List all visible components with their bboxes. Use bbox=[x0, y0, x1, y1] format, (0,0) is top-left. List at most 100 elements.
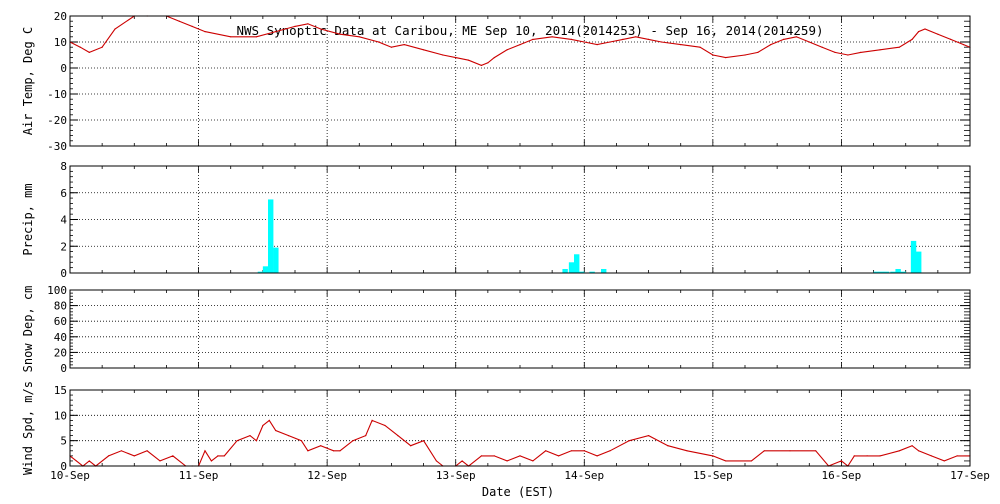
y-tick-label: 100 bbox=[47, 284, 67, 297]
y-tick-label: 40 bbox=[54, 331, 67, 344]
y-axis-label: Snow Dep, cm bbox=[21, 286, 35, 373]
data-point bbox=[506, 49, 508, 51]
data-point bbox=[937, 33, 939, 35]
data-point bbox=[821, 46, 823, 48]
data-point bbox=[191, 25, 193, 27]
data-point bbox=[294, 25, 296, 27]
data-point bbox=[647, 435, 650, 437]
precip-bar bbox=[562, 268, 568, 273]
x-tick-label: 11-Sep bbox=[179, 469, 219, 482]
data-point bbox=[88, 51, 90, 54]
data-point bbox=[712, 455, 714, 457]
data-point bbox=[570, 450, 573, 452]
panel-frame bbox=[69, 165, 971, 274]
data-point bbox=[879, 49, 881, 51]
data-point bbox=[146, 450, 148, 452]
precip-bar bbox=[873, 271, 879, 273]
data-point bbox=[223, 455, 225, 457]
data-point bbox=[609, 41, 611, 43]
data-point bbox=[911, 445, 913, 447]
data-point bbox=[789, 450, 791, 452]
panel-frame bbox=[69, 289, 971, 369]
data-point bbox=[403, 44, 405, 46]
data-point bbox=[686, 450, 688, 452]
y-axis-label: Precip, mm bbox=[21, 183, 35, 255]
y-axis-label: Wind Spd, m/s bbox=[21, 381, 35, 475]
y-axis-label: Air Temp, Deg C bbox=[21, 27, 35, 135]
y-tick-label: 2 bbox=[60, 240, 67, 253]
data-point bbox=[570, 38, 573, 41]
data-point bbox=[853, 455, 855, 457]
data-point bbox=[519, 455, 521, 457]
data-point bbox=[879, 455, 881, 457]
data-point bbox=[583, 41, 585, 43]
data-point bbox=[384, 424, 386, 427]
data-point bbox=[377, 41, 380, 43]
x-tick-label: 15-Sep bbox=[693, 469, 733, 482]
panel-air-temp: 20 10 0 -10 -20 -30 Air Temp, Deg C bbox=[21, 10, 971, 153]
series-line-wind-speed bbox=[69, 419, 970, 467]
precip-bar bbox=[890, 271, 896, 273]
data-point bbox=[480, 455, 483, 457]
data-point bbox=[956, 455, 958, 457]
y-tick-label: 0 bbox=[60, 267, 67, 280]
y-tick-label: 0 bbox=[60, 62, 67, 75]
data-point bbox=[390, 46, 393, 48]
precip-bar bbox=[257, 271, 264, 273]
data-point bbox=[860, 51, 862, 54]
data-point bbox=[410, 445, 412, 447]
data-point bbox=[461, 460, 463, 462]
y-tick-label: 4 bbox=[60, 214, 67, 227]
data-point bbox=[422, 49, 425, 51]
data-point bbox=[596, 455, 598, 457]
data-point bbox=[79, 46, 81, 48]
data-point bbox=[120, 450, 123, 452]
precip-bar bbox=[574, 254, 580, 273]
data-point bbox=[962, 44, 965, 46]
data-point bbox=[506, 460, 508, 462]
data-point bbox=[107, 455, 110, 457]
x-tick-label: 17-Sep bbox=[950, 469, 990, 482]
data-point bbox=[699, 46, 701, 48]
data-point bbox=[532, 38, 534, 41]
data-point bbox=[365, 435, 367, 437]
data-point bbox=[898, 46, 900, 48]
data-point bbox=[635, 36, 637, 38]
data-point bbox=[943, 460, 945, 462]
data-point bbox=[332, 450, 335, 452]
data-point bbox=[493, 57, 495, 59]
data-point bbox=[467, 59, 470, 61]
data-point bbox=[442, 54, 444, 56]
data-point bbox=[371, 419, 373, 421]
precip-bar bbox=[910, 240, 917, 273]
y-tick-label: 80 bbox=[54, 300, 67, 313]
data-point bbox=[255, 440, 258, 442]
y-tick-label: 6 bbox=[60, 187, 67, 200]
y-tick-label: 20 bbox=[54, 346, 67, 359]
data-point bbox=[744, 54, 746, 56]
data-point bbox=[255, 36, 258, 38]
data-point bbox=[660, 41, 663, 43]
data-point bbox=[320, 445, 322, 447]
data-point bbox=[249, 435, 251, 437]
y-tick-label: 60 bbox=[54, 315, 67, 328]
precip-bar bbox=[579, 271, 585, 273]
precip-bar bbox=[900, 271, 906, 273]
data-point bbox=[834, 51, 836, 54]
data-point bbox=[795, 36, 798, 38]
data-point bbox=[114, 28, 116, 30]
data-point bbox=[680, 44, 682, 46]
data-point bbox=[866, 455, 868, 457]
data-point bbox=[596, 44, 598, 46]
data-point bbox=[307, 450, 309, 452]
y-tick-label: 5 bbox=[60, 435, 67, 448]
y-tick-label: -20 bbox=[47, 114, 67, 127]
data-point bbox=[217, 455, 219, 457]
data-point bbox=[275, 429, 277, 432]
data-point bbox=[307, 23, 309, 25]
data-point bbox=[487, 62, 489, 64]
data-point bbox=[725, 460, 727, 462]
data-point bbox=[519, 44, 521, 46]
data-point bbox=[712, 54, 714, 56]
